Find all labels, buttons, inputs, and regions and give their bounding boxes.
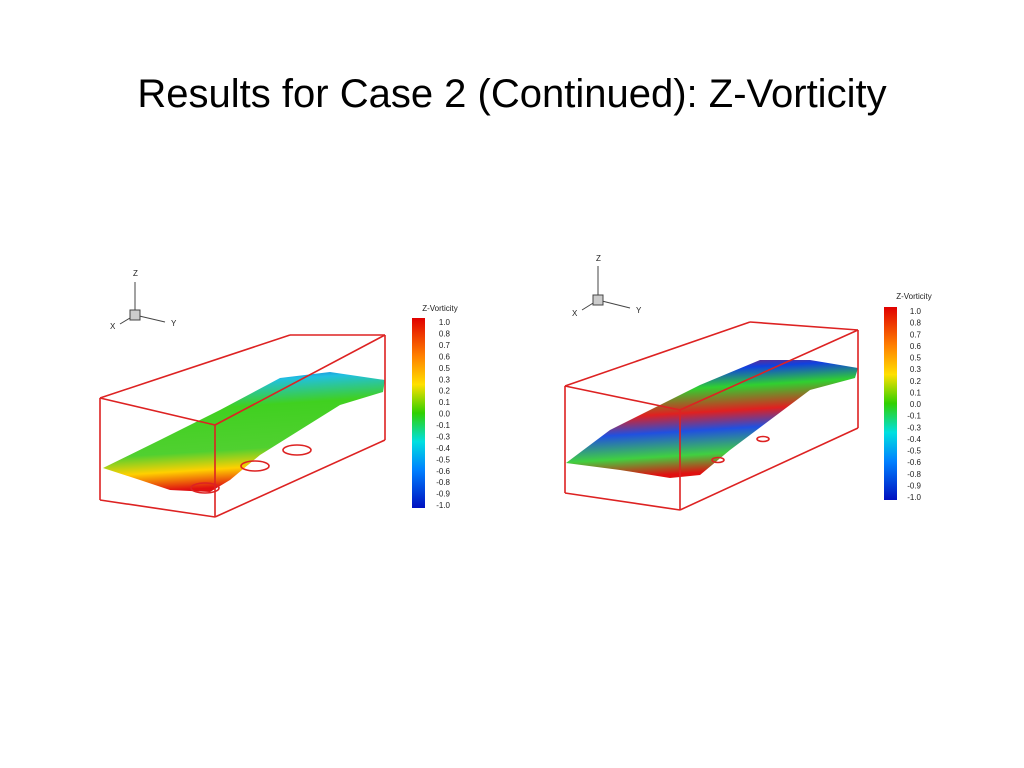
colorbar-label: -0.5: [436, 455, 450, 464]
colorbar-label: -0.3: [907, 423, 921, 432]
axis-label: X: [110, 322, 116, 331]
colorbar-label: 0.0: [439, 410, 451, 419]
colorbar-label: 0.0: [910, 400, 922, 409]
colorbar-label: 0.3: [910, 365, 922, 374]
colorbar-label: -0.5: [907, 447, 921, 456]
colorbar-label: -0.1: [907, 412, 921, 421]
colorbar-label: 0.2: [910, 377, 922, 386]
colorbar-label: -0.9: [436, 490, 450, 499]
colorbar-label: -0.6: [436, 467, 450, 476]
axis-triad: [119, 282, 166, 325]
colorbar-label: 1.0: [439, 318, 451, 327]
colorbar-label: -0.3: [436, 432, 450, 441]
colorbar-label: 0.7: [910, 330, 922, 339]
colorbar: [412, 318, 425, 508]
colorbar-label: 0.8: [439, 330, 451, 339]
colorbar-label: 0.7: [439, 341, 451, 350]
bounding-box: [564, 321, 859, 511]
surface: [566, 360, 858, 478]
colorbar-label: -1.0: [436, 501, 450, 510]
colorbar-label: 0.2: [439, 387, 451, 396]
colorbar-label: 0.3: [439, 375, 451, 384]
colorbar-label: 0.6: [910, 342, 922, 351]
colorbar-label: 0.6: [439, 352, 451, 361]
bounding-box: [99, 334, 386, 518]
colorbar-label: 0.1: [910, 388, 922, 397]
axis-label: Y: [171, 319, 177, 328]
colorbar: [884, 307, 897, 500]
colorbar-title: Z-Vorticity: [896, 292, 932, 301]
colorbar-title: Z-Vorticity: [422, 304, 458, 313]
colorbar-label: -0.6: [907, 458, 921, 467]
colorbar-label: -0.4: [436, 444, 450, 453]
colorbar-label: -0.8: [907, 470, 921, 479]
colorbar-label: 0.5: [910, 354, 922, 363]
axis-label: Z: [596, 254, 601, 263]
axis-label: Z: [133, 269, 138, 278]
colorbar-label: 0.5: [439, 364, 451, 373]
surface: [103, 372, 385, 492]
colorbar-label: -0.8: [436, 478, 450, 487]
colorbar-label: 1.0: [910, 307, 922, 316]
axis-triad: [581, 266, 631, 311]
colorbar-label: -0.4: [907, 435, 921, 444]
colorbar-label: 0.8: [910, 319, 922, 328]
figure-2: Z X Y Z-Vorticity: [564, 254, 932, 511]
slide-title: Results for Case 2 (Continued): Z-Vortic…: [137, 72, 887, 116]
axis-label: X: [572, 309, 578, 318]
figure-1: Z X Y Z-Vorticity: [99, 269, 458, 518]
colorbar-label: 0.1: [439, 398, 451, 407]
axis-label: Y: [636, 306, 642, 315]
colorbar-label: -1.0: [907, 493, 921, 502]
colorbar-label: -0.1: [436, 421, 450, 430]
colorbar-label: -0.9: [907, 481, 921, 490]
